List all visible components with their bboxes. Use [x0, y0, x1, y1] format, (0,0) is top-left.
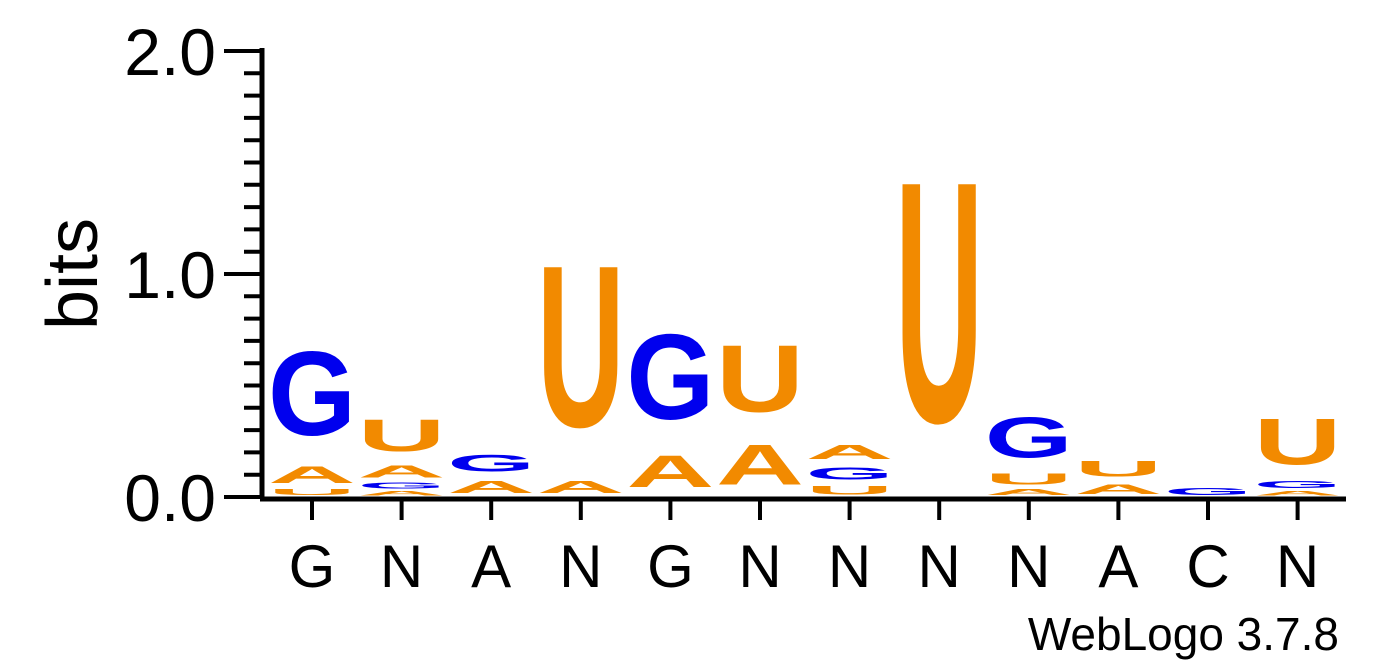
logo-letter-A: A — [537, 477, 625, 497]
logo-letter-G: G — [626, 309, 714, 445]
consensus-label: N — [380, 533, 423, 600]
consensus-label: N — [828, 533, 871, 600]
logo-letter-A: A — [358, 490, 446, 497]
logo-letter-A: A — [626, 446, 714, 497]
logo-letter-A: A — [268, 461, 356, 488]
consensus-label: N — [738, 533, 781, 600]
logo-letter-G: G — [447, 450, 535, 477]
consensus-label: G — [289, 533, 336, 600]
consensus-label: N — [559, 533, 602, 600]
logo-letter-A: A — [1254, 490, 1342, 497]
logo-letter-A: A — [716, 433, 804, 497]
y-axis-label: bits — [33, 218, 113, 330]
consensus-label: G — [647, 533, 694, 600]
consensus-label: N — [918, 533, 961, 600]
y-tick-label: 1.0 — [124, 238, 216, 312]
logo-letter-A: A — [806, 441, 894, 463]
logo-letter-U: U — [537, 218, 625, 476]
consensus-label: N — [1276, 533, 1319, 600]
logo-letter-A: A — [1074, 481, 1162, 497]
consensus-label: A — [471, 533, 511, 600]
logo-letter-G: G — [268, 327, 356, 460]
logo-letter-G: G — [1254, 479, 1342, 490]
y-ticks: 0.0 1.0 2.0 — [124, 15, 262, 535]
logo-letter-U: U — [806, 484, 894, 497]
consensus-label: N — [1007, 533, 1050, 600]
logo-letter-A: A — [358, 461, 446, 481]
consensus-label: C — [1186, 533, 1229, 600]
logo-letter-U: U — [1254, 405, 1342, 479]
y-tick-label: 0.0 — [124, 461, 216, 535]
logo-letter-U: U — [895, 109, 983, 494]
consensus-label: A — [1098, 533, 1138, 600]
logo-letter-G: G — [985, 406, 1073, 470]
logo-letter-G: G — [358, 481, 446, 490]
logo-letter-U: U — [268, 488, 356, 497]
logo-letter-A: A — [447, 477, 535, 497]
logo-letter-G: G — [806, 464, 894, 484]
logo-letter-G: G — [1164, 486, 1252, 497]
logo-letter-A: A — [985, 488, 1073, 497]
y-tick-label: 2.0 — [124, 15, 216, 89]
weblogo-footer: WebLogo 3.7.8 — [1028, 608, 1339, 660]
logo-letter-U: U — [1074, 457, 1162, 482]
logo-letter-U: U — [985, 470, 1073, 488]
logo-letter-U: U — [716, 326, 804, 432]
logo-letter-U: U — [358, 410, 446, 461]
